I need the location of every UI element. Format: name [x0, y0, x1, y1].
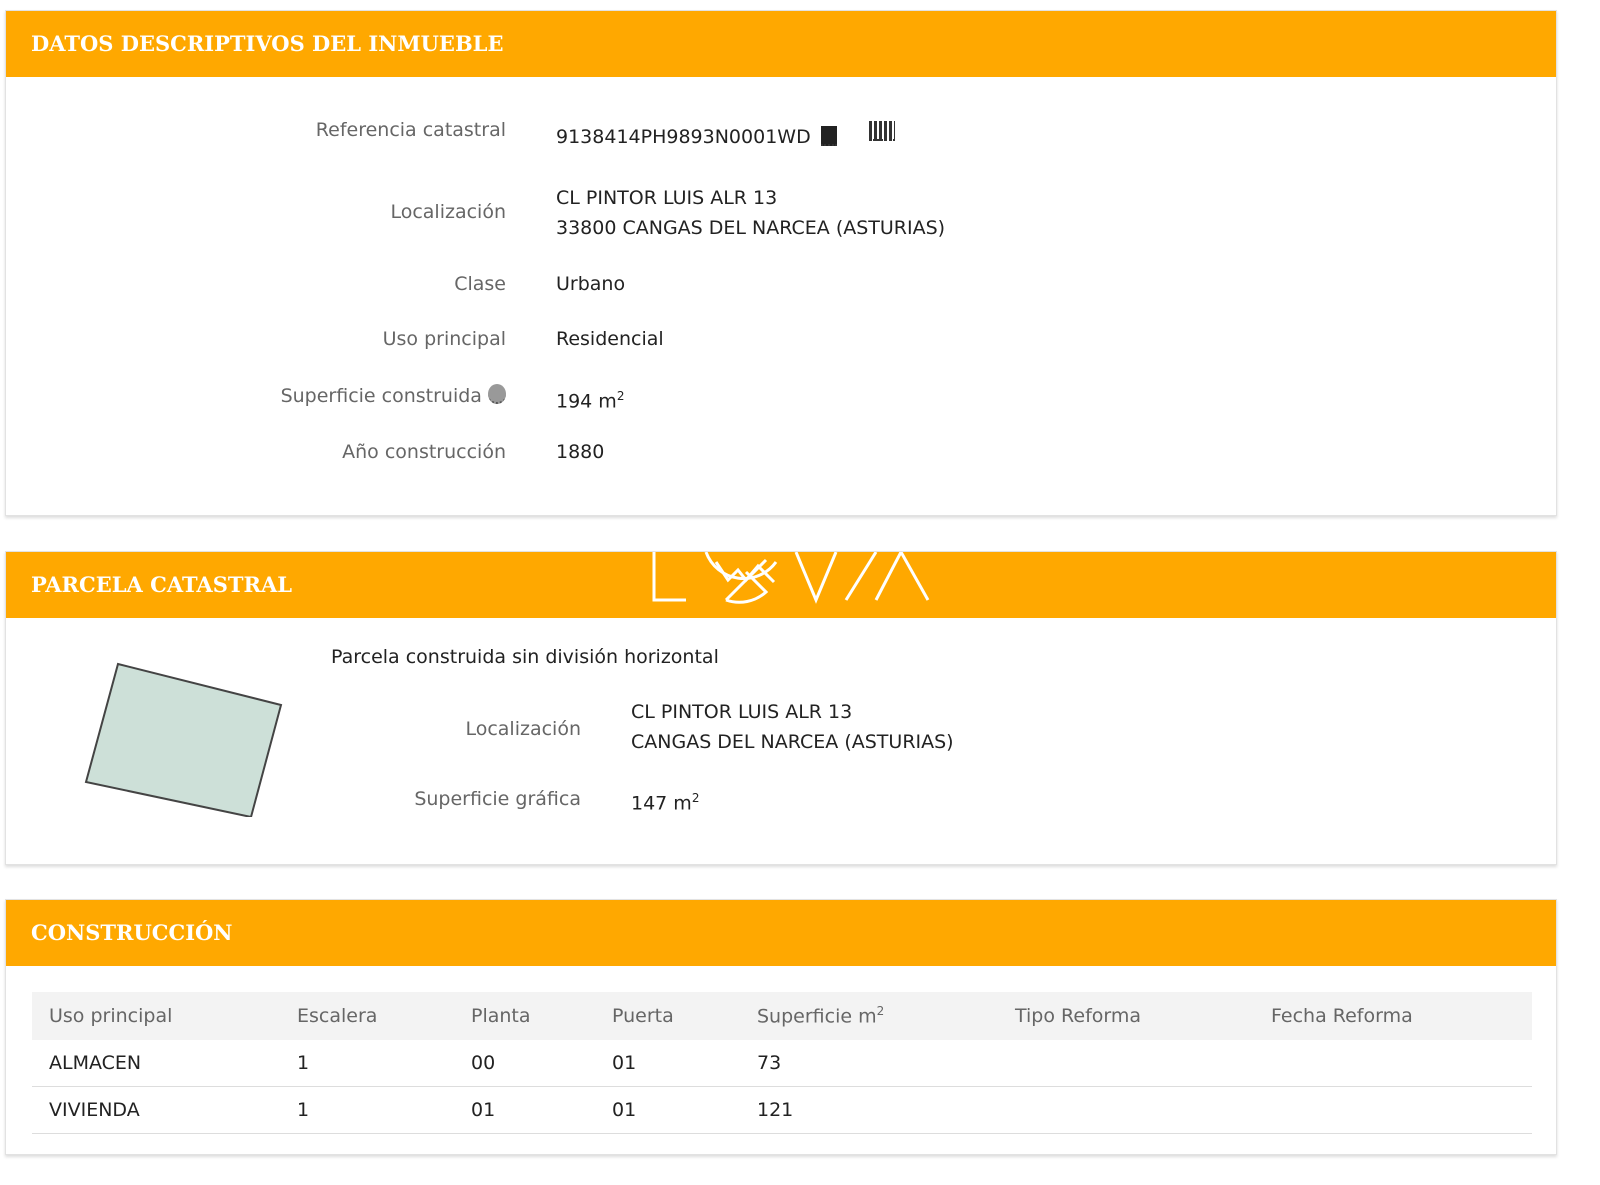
cell: ALMACEN [32, 1040, 280, 1087]
parcela-sup-value: 147 m [631, 792, 692, 815]
uso-value: Residencial [556, 328, 664, 350]
copy-icon[interactable] [820, 126, 837, 146]
cell: 00 [454, 1040, 595, 1087]
cell: 1 [280, 1040, 454, 1087]
parcela-header: PARCELA CATASTRAL [6, 552, 1556, 618]
col-uso: Uso principal [32, 992, 280, 1040]
parcela-title: PARCELA CATASTRAL [31, 572, 293, 597]
anio-label: Año construcción [342, 441, 506, 463]
cell: 121 [740, 1086, 998, 1134]
loc-line1: CL PINTOR LUIS ALR 13 [556, 187, 778, 209]
sup-exp: 2 [616, 389, 625, 403]
construccion-panel: CONSTRUCCIÓN Uso principal Escalera Plan… [5, 899, 1557, 1155]
barcode-icon[interactable] [868, 121, 895, 141]
cell: 01 [595, 1040, 740, 1087]
parcela-panel: PARCELA CATASTRAL Parcela construida sin… [5, 551, 1557, 865]
ref-value: 9138414PH9893N0001WD [556, 126, 811, 148]
datos-panel: DATOS DESCRIPTIVOS DEL INMUEBLE Referenc… [5, 10, 1557, 516]
info-icon[interactable] [488, 384, 506, 404]
col-superficie: Superficie m2 [740, 992, 998, 1040]
parcela-subtitle: Parcela construida sin división horizont… [331, 646, 719, 668]
cell [998, 1086, 1254, 1134]
table-row: ALMACEN 1 00 01 73 [32, 1040, 1532, 1087]
loc-label: Localización [390, 201, 506, 223]
construccion-header: CONSTRUCCIÓN [6, 900, 1556, 966]
clase-label: Clase [454, 273, 506, 295]
col-fecha-reforma: Fecha Reforma [1254, 992, 1532, 1040]
table-row: VIVIENDA 1 01 01 121 [32, 1086, 1532, 1134]
cell: 1 [280, 1086, 454, 1134]
sup-label: Superficie construida [280, 385, 482, 407]
clase-value: Urbano [556, 273, 626, 295]
sup-value: 194 m [556, 390, 617, 413]
col-tipo-reforma: Tipo Reforma [998, 992, 1254, 1040]
ref-label: Referencia catastral [315, 119, 506, 141]
datos-header: DATOS DESCRIPTIVOS DEL INMUEBLE [6, 11, 1556, 77]
col-escalera: Escalera [280, 992, 454, 1040]
parcela-sup-exp: 2 [691, 791, 700, 805]
cell [1254, 1086, 1532, 1134]
cell: 01 [595, 1086, 740, 1134]
construccion-table: Uso principal Escalera Planta Puerta Sup… [32, 992, 1532, 1134]
cell: 01 [454, 1086, 595, 1134]
parcela-loc-label: Localización [465, 718, 581, 740]
parcel-shape [84, 662, 283, 817]
parcela-loc-line1: CL PINTOR LUIS ALR 13 [631, 701, 853, 723]
uso-label: Uso principal [382, 328, 506, 350]
cell: VIVIENDA [32, 1086, 280, 1134]
anio-value: 1880 [556, 441, 605, 463]
parcela-loc-line2: CANGAS DEL NARCEA (ASTURIAS) [631, 731, 954, 753]
col-puerta: Puerta [595, 992, 740, 1040]
watermark-logo [652, 552, 930, 604]
col-planta: Planta [454, 992, 595, 1040]
cell [1254, 1040, 1532, 1087]
cell: 73 [740, 1040, 998, 1087]
cell [998, 1040, 1254, 1087]
loc-line2: 33800 CANGAS DEL NARCEA (ASTURIAS) [556, 217, 946, 239]
parcela-sup-label: Superficie gráfica [414, 788, 581, 810]
